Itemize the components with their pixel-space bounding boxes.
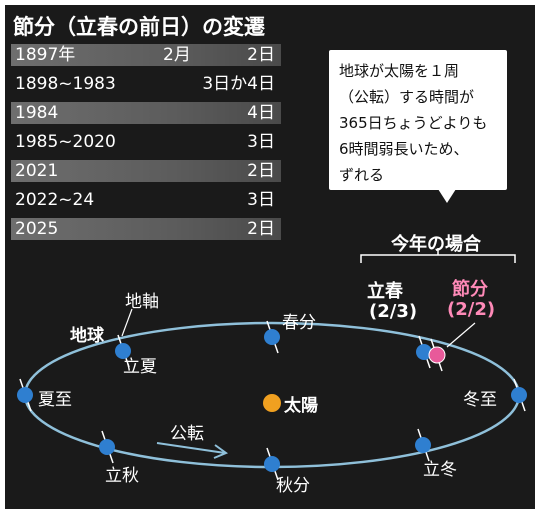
touji-label: 冬至 — [463, 390, 497, 410]
row-day: 3日 — [247, 132, 275, 152]
risshun-date: (2/3) — [369, 301, 418, 322]
earth-icon-risshun — [416, 335, 432, 369]
row-year: 1985~2020 — [15, 132, 116, 152]
table-row: 2022~24 3日 — [11, 189, 281, 211]
shunbun-label: 春分 — [282, 313, 316, 333]
row-year: 2025 — [15, 219, 59, 239]
callout-pointer — [438, 189, 456, 203]
axis-pointer-line — [121, 308, 133, 337]
row-year: 1984 — [15, 103, 59, 123]
row-day: 2日 — [247, 45, 275, 65]
table-row: 2021 2日 — [11, 160, 281, 182]
this-year-bracket — [360, 254, 516, 263]
table-row: 1898~1983 3日か4日 — [11, 73, 281, 95]
row-day: 4日 — [247, 103, 275, 123]
sun-label: 太陽 — [284, 396, 318, 416]
callout-text: 地球が太陽を１周 （公転）する時間が 365日ちょうどよりも 6時間弱長いため、… — [339, 62, 488, 184]
earth-icon-risshuu — [99, 430, 115, 464]
page-title: 節分（立春の前日）の変遷 — [13, 15, 265, 39]
axis-label: 地軸 — [125, 292, 159, 312]
geshi-label: 夏至 — [38, 390, 72, 410]
row-day: 3日 — [247, 190, 275, 210]
table-row: 1897年 2月 2日 — [11, 44, 281, 66]
row-year: 2021 — [15, 161, 59, 181]
earth-icon-geshi — [17, 378, 33, 412]
earth-icon-shuubun — [264, 447, 280, 481]
row-year: 1897年 — [15, 45, 76, 65]
earth-icon-rikka — [115, 334, 131, 368]
table-row: 1984 4日 — [11, 102, 281, 124]
row-day: 2日 — [247, 161, 275, 181]
sun-icon — [263, 394, 281, 412]
risshuu-label: 立秋 — [105, 466, 139, 486]
row-month: 2月 — [163, 45, 191, 65]
revolution-arrow — [156, 442, 226, 454]
revolution-arrowhead — [213, 444, 229, 459]
rittou-label: 立冬 — [423, 460, 457, 480]
table-row: 1985~2020 3日 — [11, 131, 281, 153]
earth-icon-rittou — [415, 428, 431, 462]
this-year-label: 今年の場合 — [391, 234, 481, 255]
revolution-label: 公転 — [170, 424, 204, 444]
risshun-label: 立春 — [367, 281, 403, 302]
table-row: 2025 2日 — [11, 218, 281, 240]
earth-label: 地球 — [70, 326, 104, 346]
setsubun-pointer-line — [446, 322, 476, 348]
row-year: 1898~1983 — [15, 74, 116, 94]
earth-icon-shunbun — [264, 320, 280, 354]
row-day: 3日か4日 — [202, 74, 275, 94]
row-year: 2022~24 — [15, 190, 95, 210]
infographic-panel: 節分（立春の前日）の変遷 1897年 2月 2日 1898~1983 3日か4日… — [5, 5, 535, 509]
earth-icon-setsubun — [428, 338, 446, 372]
orbit-diagram — [17, 248, 527, 481]
explanation-callout: 地球が太陽を１周 （公転）する時間が 365日ちょうどよりも 6時間弱長いため、… — [328, 49, 508, 191]
earth-icon-touji — [511, 378, 527, 412]
setsubun-label: 節分 — [452, 279, 488, 300]
shuubun-label: 秋分 — [276, 476, 310, 496]
row-day: 2日 — [247, 219, 275, 239]
setsubun-box: 節分 (2/2) — [445, 271, 503, 329]
rikka-label: 立夏 — [123, 357, 157, 377]
setsubun-date: (2/2) — [447, 299, 496, 320]
